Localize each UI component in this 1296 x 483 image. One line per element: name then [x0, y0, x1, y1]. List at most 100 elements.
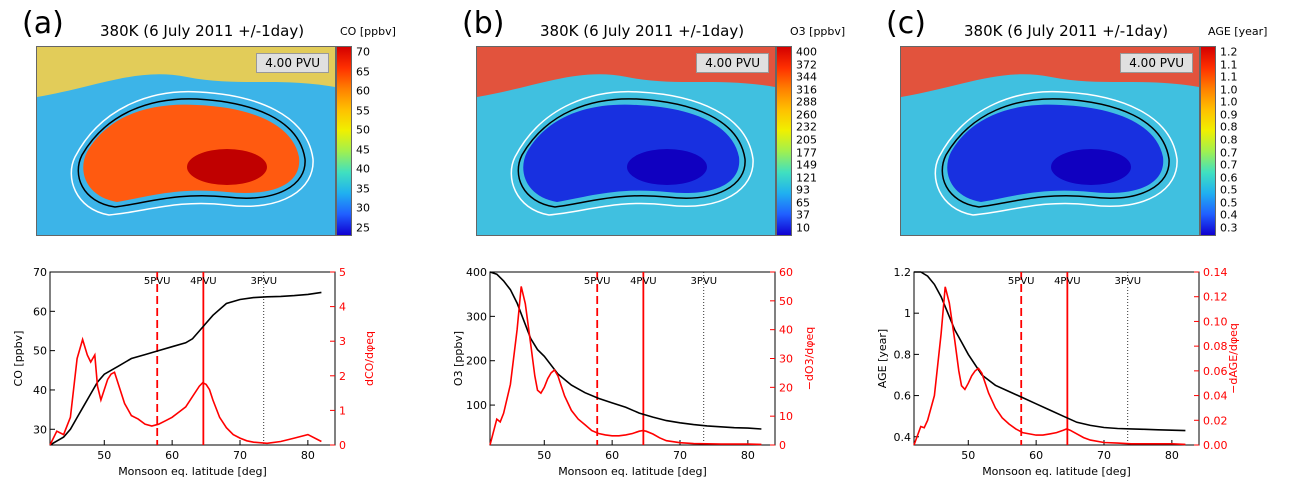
- colorbar-tick-label: 0.8: [1220, 120, 1238, 134]
- colorbar-tick-label: 65: [356, 65, 370, 79]
- pv-badge: 4.00 PVU: [256, 53, 329, 73]
- y-right-axis-label: dCO/dφeq: [363, 331, 376, 386]
- colorbar-tick-label: 121: [796, 171, 817, 185]
- y-right-tick-label: 0.04: [1203, 390, 1228, 403]
- pv-boundary-label: 4PVU: [190, 276, 217, 287]
- pv-boundary-label: 3PVU: [690, 276, 717, 287]
- panel-letter: (c): [886, 6, 926, 41]
- colorbar-tick-label: 30: [356, 201, 370, 215]
- y-right-tick-label: 0.14: [1203, 266, 1228, 279]
- series-line-left: [914, 271, 1186, 432]
- y-right-tick-label: 0.12: [1203, 291, 1228, 304]
- y-right-tick-label: 40: [779, 324, 793, 337]
- colorbar-tick-label: 0.6: [1220, 171, 1238, 185]
- pv-badge: 4.00 PVU: [696, 53, 769, 73]
- colorbar-tick-label: 400: [796, 45, 817, 59]
- map-title: 380K (6 July 2011 +/-1day): [540, 22, 745, 40]
- y-right-tick-label: 1: [339, 404, 346, 417]
- colorbar-tick-label: 0.5: [1220, 196, 1238, 210]
- colorbar-tick-label: 1.0: [1220, 83, 1238, 97]
- y-right-axis-label: −dO3/dφeq: [803, 327, 816, 391]
- series-line-gradient: [49, 336, 322, 446]
- anticyclone-center: [627, 149, 707, 185]
- colorbar-tick-label: 232: [796, 120, 817, 134]
- y-right-tick-label: 30: [779, 353, 793, 366]
- field-map: 4.00 PVU: [900, 46, 1200, 236]
- line-chart: 50 60 70 80 0.4 0.6 0.8 1 1.2 0.00 0.02 0.04 0.06 0.0…: [876, 266, 1240, 478]
- pv-contour-4: [77, 98, 306, 208]
- y-right-tick-label: 0.08: [1203, 340, 1228, 353]
- pv-contour-5: [510, 90, 754, 216]
- panel-letter: (b): [462, 6, 505, 41]
- x-tick-label: 50: [961, 449, 975, 462]
- map-canvas: [477, 47, 775, 235]
- x-tick-label: 70: [673, 449, 687, 462]
- series-line-left: [489, 271, 762, 430]
- y-left-tick-label: 0.6: [894, 390, 912, 403]
- y-right-tick-label: 0.06: [1203, 365, 1228, 378]
- plot-frame: [49, 271, 336, 446]
- x-tick-label: 80: [301, 449, 315, 462]
- pv-badge: 4.00 PVU: [1120, 53, 1193, 73]
- x-tick-label: 70: [1097, 449, 1111, 462]
- x-tick-label: 70: [233, 449, 247, 462]
- x-tick-label: 80: [741, 449, 755, 462]
- colorbar-tick-label: 37: [796, 208, 810, 222]
- y-right-tick-label: 2: [339, 370, 346, 383]
- series-line-left: [49, 291, 322, 446]
- colorbar-tick-label: 0.7: [1220, 158, 1238, 172]
- pv-boundary-label: 4PVU: [630, 276, 657, 287]
- panel-a: (a) 380K (6 July 2011 +/-1day) 4.00 PVU …: [0, 0, 432, 483]
- y-left-tick-label: 70: [33, 266, 47, 279]
- colorbar-tick-label: 45: [356, 143, 370, 157]
- pv-contour-4: [517, 98, 746, 208]
- x-tick-label: 60: [605, 449, 619, 462]
- colorbar-tick-label: 1.1: [1220, 70, 1238, 84]
- pv-contour-4: [941, 98, 1170, 208]
- y-right-tick-label: 10: [779, 410, 793, 423]
- colorbar: [1200, 46, 1216, 236]
- x-tick-label: 50: [537, 449, 551, 462]
- anticyclone-center: [1051, 149, 1131, 185]
- y-right-tick-label: 20: [779, 381, 793, 394]
- y-right-tick-label: 0.00: [1203, 439, 1228, 452]
- colorbar-tick-label: 55: [356, 104, 370, 118]
- y-right-axis-label: −dAGE/dφeq: [1227, 323, 1240, 394]
- x-axis-label: Monsoon eq. latitude [deg]: [118, 465, 267, 478]
- y-left-tick-label: 300: [466, 310, 487, 323]
- pv-boundary-label: 4PVU: [1054, 276, 1081, 287]
- colorbar-tick-label: 60: [356, 84, 370, 98]
- pv-contour-5: [70, 90, 314, 216]
- colorbar-title: AGE [year]: [1208, 25, 1268, 38]
- pv-contour-5: [934, 90, 1178, 216]
- colorbar-tick-label: 65: [796, 196, 810, 210]
- panel-letter: (a): [22, 6, 64, 41]
- colorbar-tick-label: 1.1: [1220, 58, 1238, 72]
- colorbar-tick-label: 93: [796, 183, 810, 197]
- colorbar-tick-label: 1.2: [1220, 45, 1238, 59]
- colorbar-tick-label: 0.3: [1220, 221, 1238, 235]
- colorbar-tick-label: 10: [796, 221, 810, 235]
- panel-b: (b) 380K (6 July 2011 +/-1day) 4.00 PVU …: [440, 0, 872, 483]
- colorbar-tick-label: 344: [796, 70, 817, 84]
- pv-boundary-label: 5PVU: [1008, 276, 1035, 287]
- colorbar-tick-label: 288: [796, 95, 817, 109]
- colorbar-tick-label: 0.4: [1220, 208, 1238, 222]
- y-left-tick-label: 400: [466, 266, 487, 279]
- y-left-tick-label: 40: [33, 384, 47, 397]
- colorbar-tick-label: 25: [356, 221, 370, 235]
- plot-frame: [913, 271, 1200, 446]
- y-left-axis-label: CO [ppbv]: [12, 331, 25, 387]
- y-right-tick-label: 4: [339, 301, 346, 314]
- colorbar-tick-label: 35: [356, 182, 370, 196]
- y-left-tick-label: 100: [466, 399, 487, 412]
- y-left-tick-label: 50: [33, 345, 47, 358]
- pv-boundary-label: 3PVU: [250, 276, 277, 287]
- x-axis-label: Monsoon eq. latitude [deg]: [982, 465, 1131, 478]
- series-line-gradient: [489, 286, 762, 446]
- colorbar-title: CO [ppbv]: [340, 25, 396, 38]
- anticyclone-center: [187, 149, 267, 185]
- x-tick-label: 50: [97, 449, 111, 462]
- x-axis-label: Monsoon eq. latitude [deg]: [558, 465, 707, 478]
- colorbar-tick-label: 177: [796, 146, 817, 160]
